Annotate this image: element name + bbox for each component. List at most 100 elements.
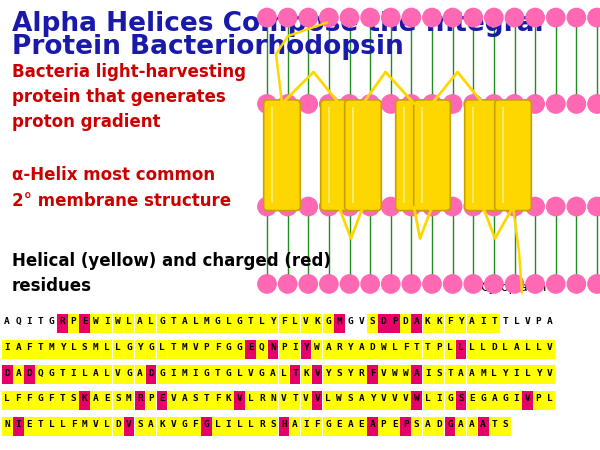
FancyBboxPatch shape xyxy=(489,365,500,384)
Text: T: T xyxy=(215,369,220,378)
FancyBboxPatch shape xyxy=(13,340,23,359)
FancyBboxPatch shape xyxy=(79,365,90,384)
Ellipse shape xyxy=(402,95,421,113)
Text: A: A xyxy=(370,420,376,429)
Text: A: A xyxy=(16,369,21,378)
Text: Helical (yellow) and charged (red)
residues: Helical (yellow) and charged (red) resid… xyxy=(12,252,331,295)
Text: Q: Q xyxy=(16,317,21,326)
Ellipse shape xyxy=(485,275,503,293)
FancyBboxPatch shape xyxy=(256,417,267,436)
Text: A: A xyxy=(414,369,419,378)
Text: T: T xyxy=(170,317,176,326)
FancyBboxPatch shape xyxy=(245,417,256,436)
Text: S: S xyxy=(436,369,442,378)
Ellipse shape xyxy=(464,95,482,113)
FancyBboxPatch shape xyxy=(212,391,223,410)
FancyBboxPatch shape xyxy=(35,340,46,359)
Text: L: L xyxy=(524,343,530,352)
FancyBboxPatch shape xyxy=(533,340,544,359)
Text: D: D xyxy=(115,420,121,429)
FancyBboxPatch shape xyxy=(367,340,378,359)
FancyBboxPatch shape xyxy=(367,365,378,384)
Text: G: G xyxy=(160,317,165,326)
Text: L: L xyxy=(4,394,10,403)
FancyBboxPatch shape xyxy=(101,417,112,436)
Ellipse shape xyxy=(278,275,297,293)
Text: T: T xyxy=(491,420,497,429)
FancyBboxPatch shape xyxy=(290,314,301,333)
Text: T: T xyxy=(292,394,298,403)
FancyBboxPatch shape xyxy=(35,391,46,410)
FancyBboxPatch shape xyxy=(356,340,367,359)
FancyBboxPatch shape xyxy=(179,340,190,359)
FancyBboxPatch shape xyxy=(24,391,35,410)
Text: G: G xyxy=(181,420,187,429)
FancyBboxPatch shape xyxy=(323,340,334,359)
Text: V: V xyxy=(170,394,176,403)
FancyBboxPatch shape xyxy=(312,314,322,333)
Text: V: V xyxy=(281,394,287,403)
FancyBboxPatch shape xyxy=(190,391,201,410)
FancyBboxPatch shape xyxy=(334,391,344,410)
Text: G: G xyxy=(226,369,232,378)
FancyBboxPatch shape xyxy=(489,417,500,436)
FancyBboxPatch shape xyxy=(268,391,278,410)
FancyBboxPatch shape xyxy=(91,340,101,359)
Ellipse shape xyxy=(258,9,276,27)
FancyBboxPatch shape xyxy=(91,391,101,410)
Text: G: G xyxy=(49,369,55,378)
Text: S: S xyxy=(71,394,76,403)
FancyBboxPatch shape xyxy=(212,340,223,359)
Text: F: F xyxy=(16,394,21,403)
Text: E: E xyxy=(359,420,364,429)
FancyBboxPatch shape xyxy=(124,314,134,333)
Text: V: V xyxy=(115,369,121,378)
Text: A: A xyxy=(414,317,419,326)
Text: D: D xyxy=(148,369,154,378)
FancyBboxPatch shape xyxy=(101,340,112,359)
FancyBboxPatch shape xyxy=(301,417,311,436)
FancyBboxPatch shape xyxy=(179,365,190,384)
Text: Y: Y xyxy=(325,369,331,378)
Text: L: L xyxy=(281,369,287,378)
Text: S: S xyxy=(137,420,143,429)
FancyBboxPatch shape xyxy=(412,314,422,333)
Text: E: E xyxy=(104,394,110,403)
Text: Y: Y xyxy=(303,343,309,352)
FancyBboxPatch shape xyxy=(235,365,245,384)
Text: V: V xyxy=(392,394,398,403)
Text: G: G xyxy=(259,369,265,378)
Text: A: A xyxy=(359,343,364,352)
Ellipse shape xyxy=(505,198,524,216)
Text: L: L xyxy=(469,343,475,352)
FancyBboxPatch shape xyxy=(13,365,23,384)
FancyBboxPatch shape xyxy=(68,417,79,436)
FancyBboxPatch shape xyxy=(268,417,278,436)
Text: V: V xyxy=(314,394,320,403)
FancyBboxPatch shape xyxy=(356,365,367,384)
FancyBboxPatch shape xyxy=(46,417,57,436)
Text: P: P xyxy=(381,420,386,429)
Text: A: A xyxy=(491,394,497,403)
FancyBboxPatch shape xyxy=(124,417,134,436)
Ellipse shape xyxy=(382,9,400,27)
Ellipse shape xyxy=(526,9,544,27)
FancyBboxPatch shape xyxy=(290,391,301,410)
Text: Q: Q xyxy=(259,343,265,352)
Ellipse shape xyxy=(258,275,276,293)
Text: A: A xyxy=(469,420,475,429)
FancyBboxPatch shape xyxy=(445,417,455,436)
FancyBboxPatch shape xyxy=(456,314,466,333)
Ellipse shape xyxy=(547,275,565,293)
FancyBboxPatch shape xyxy=(389,340,400,359)
Text: I: I xyxy=(425,369,431,378)
Text: V: V xyxy=(359,317,364,326)
FancyBboxPatch shape xyxy=(235,391,245,410)
Text: Bacteria light-harvesting
protein that generates
proton gradient: Bacteria light-harvesting protein that g… xyxy=(12,63,246,131)
Text: H: H xyxy=(281,420,287,429)
FancyBboxPatch shape xyxy=(256,391,267,410)
FancyBboxPatch shape xyxy=(500,365,511,384)
FancyBboxPatch shape xyxy=(478,314,488,333)
FancyBboxPatch shape xyxy=(201,391,212,410)
Ellipse shape xyxy=(340,9,359,27)
